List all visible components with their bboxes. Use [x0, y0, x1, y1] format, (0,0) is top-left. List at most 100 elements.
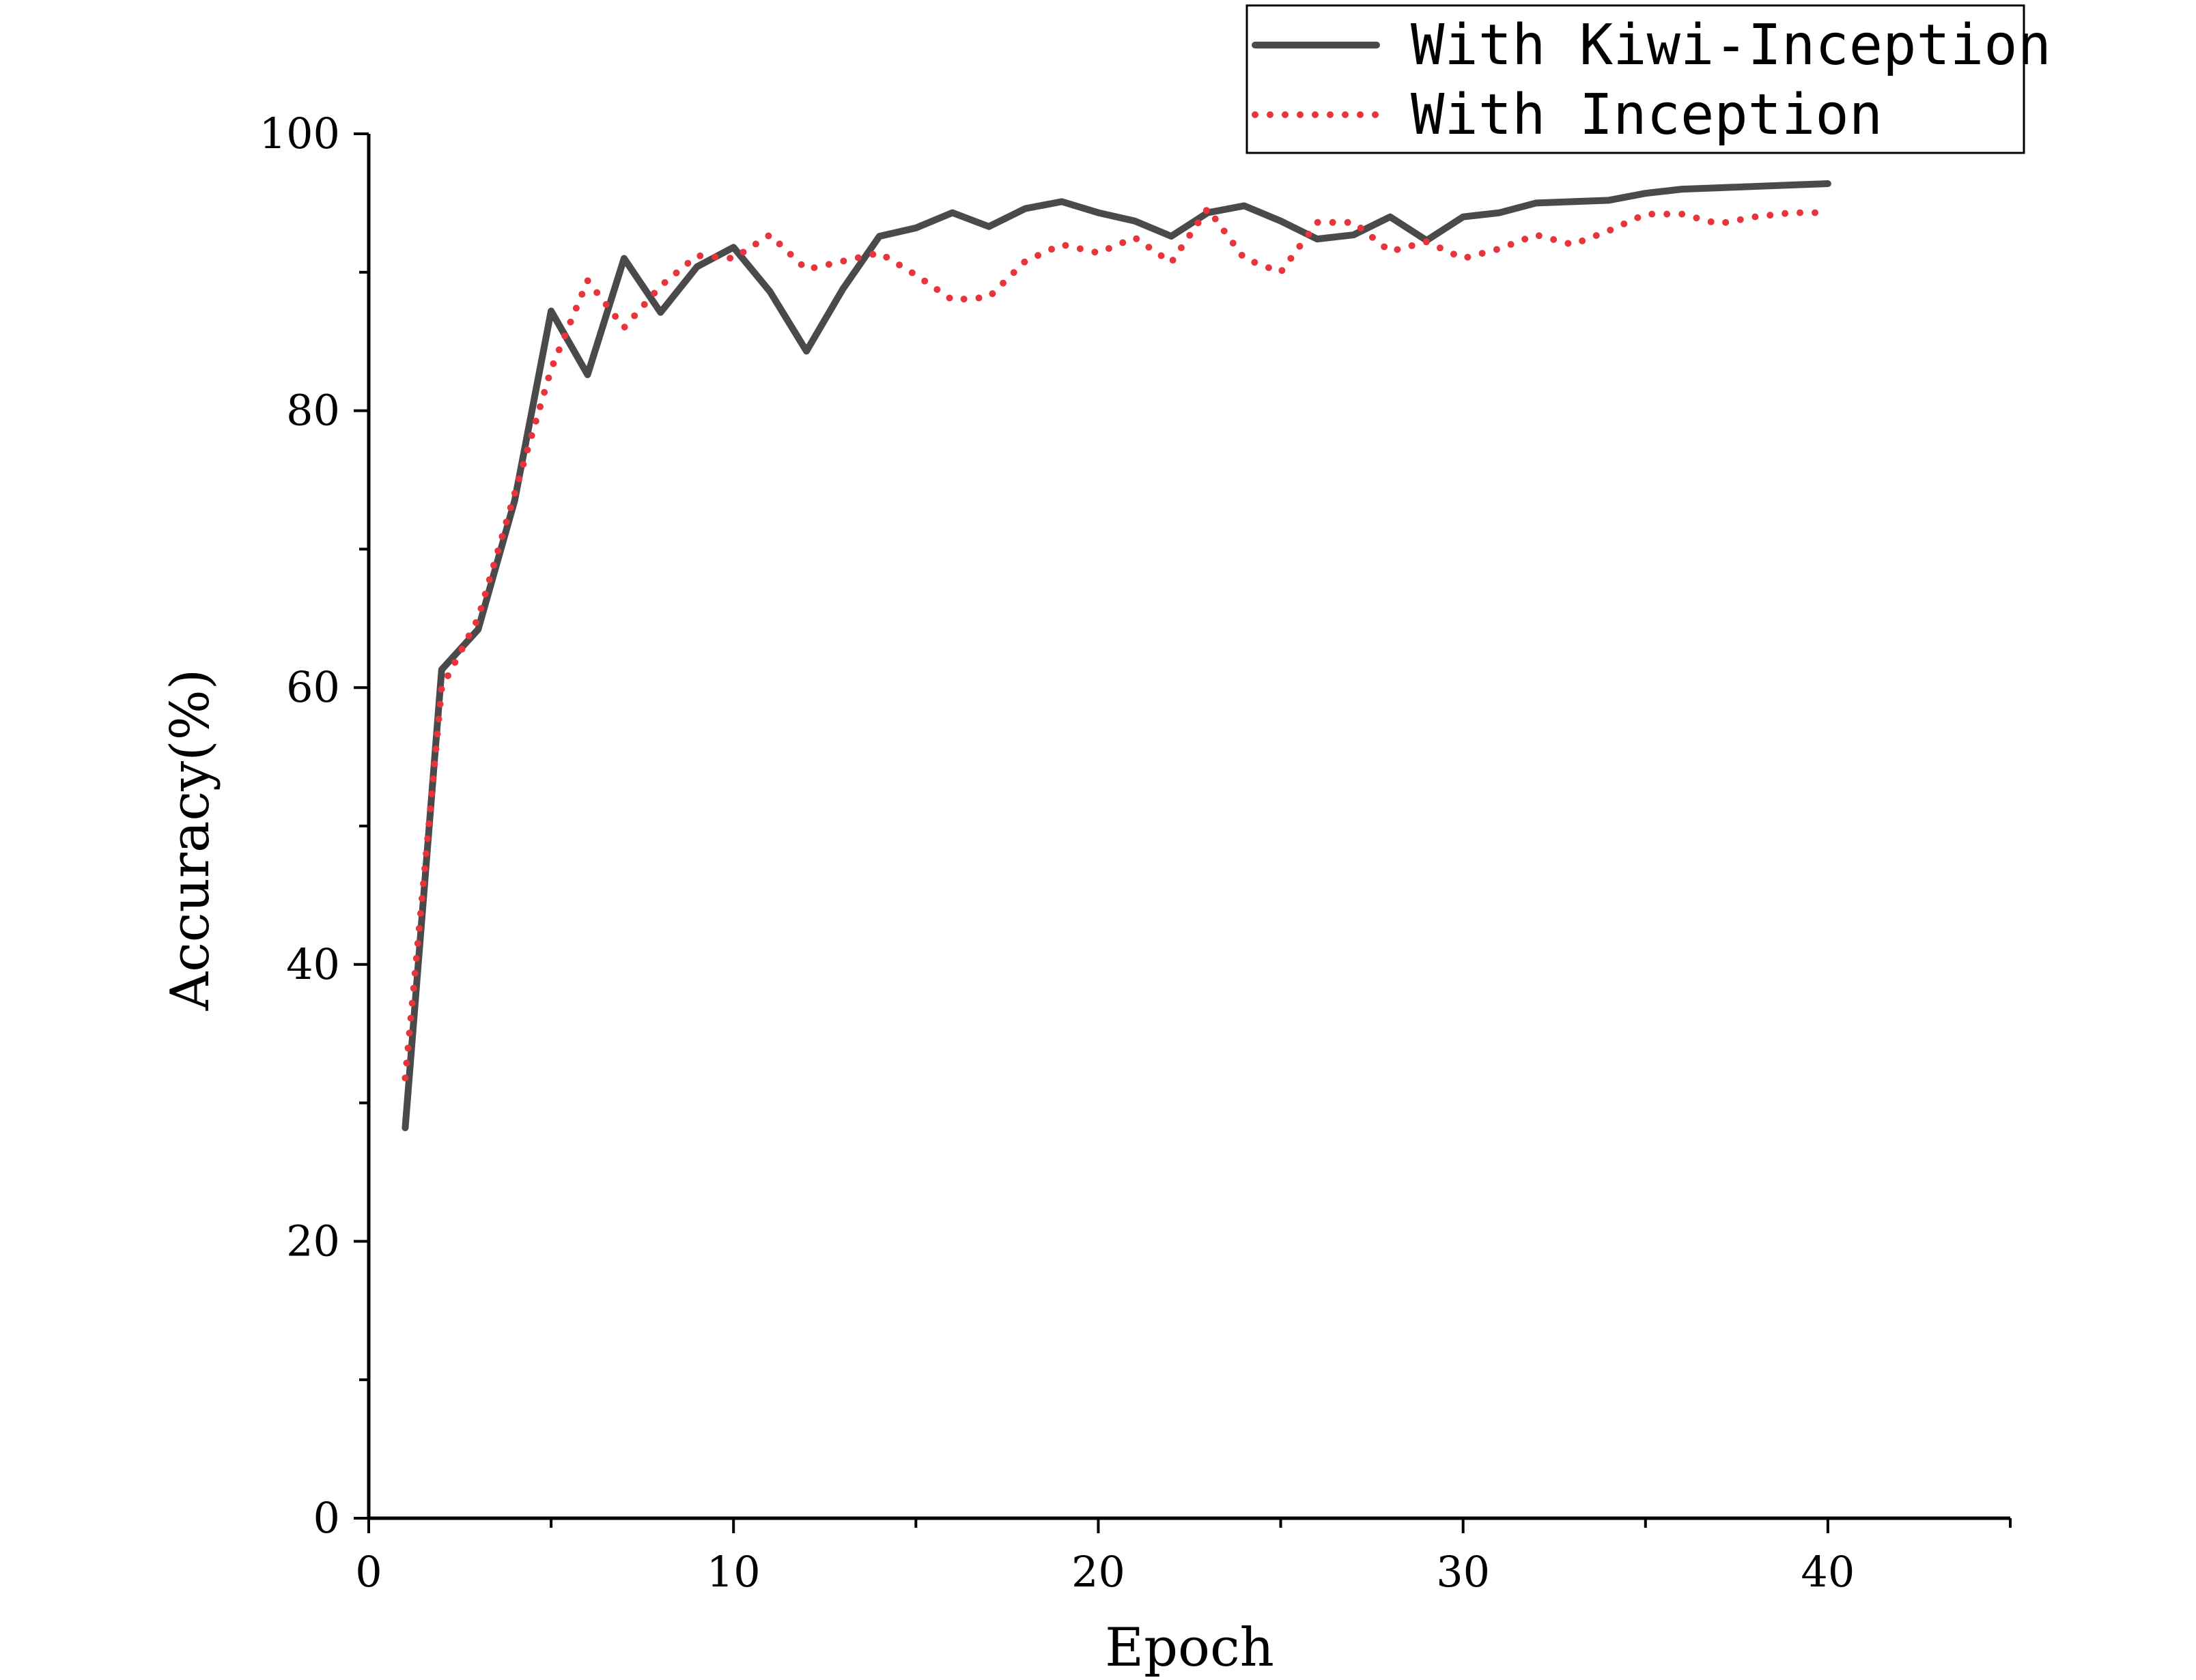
series-0-point	[1718, 187, 1719, 188]
series-1-point	[1645, 214, 1646, 215]
series-0-point	[550, 311, 552, 312]
series-1-point	[1572, 244, 1573, 245]
series-1-point	[623, 327, 625, 328]
axes: 0 10 20 30 40 0 20 40 60 80 100	[259, 109, 2012, 1597]
series-1-point	[1025, 261, 1026, 262]
series-layer	[402, 180, 1831, 1132]
series-1-point	[1390, 251, 1391, 252]
series-1-point	[1718, 223, 1719, 225]
series-1-point	[1608, 230, 1609, 231]
series-0-point	[1061, 201, 1062, 202]
series-0-point	[770, 291, 771, 292]
series-0-point	[696, 266, 698, 268]
series-1-point	[1681, 214, 1683, 215]
x-tick-label: 30	[1436, 1547, 1490, 1597]
series-1-point	[660, 285, 661, 287]
series-0-point	[404, 1127, 406, 1128]
series-0-point	[1536, 202, 1537, 203]
x-tick-label: 0	[355, 1547, 382, 1597]
series-0-point	[587, 374, 589, 375]
x-tick-label: 20	[1071, 1547, 1125, 1597]
series-0-point	[1243, 205, 1245, 206]
series-0-point	[1463, 216, 1464, 218]
series-line-1	[402, 205, 1831, 1082]
series-1-point	[441, 687, 442, 688]
series-0-point	[1790, 184, 1792, 186]
series-0-point	[1608, 199, 1609, 201]
y-tick-label: 0	[313, 1493, 340, 1543]
series-1-point	[1426, 241, 1427, 242]
series-0-point	[1572, 201, 1573, 202]
series-0-point	[477, 629, 479, 630]
series-0-point	[1499, 212, 1500, 214]
series-1-point	[842, 261, 843, 262]
legend-label-1: With Inception	[1411, 83, 1883, 147]
series-1-point	[879, 252, 880, 253]
legend-box	[1245, 4, 2025, 154]
series-1-point	[1827, 212, 1829, 214]
series-0-point	[806, 350, 807, 352]
series-0-point	[1317, 238, 1318, 240]
legend-label-0: With Kiwi-Inception	[1411, 13, 2051, 78]
series-0-point	[733, 246, 734, 248]
y-tick-label: 80	[286, 386, 340, 436]
y-tick-label: 20	[286, 1216, 340, 1266]
series-0-point	[915, 227, 916, 229]
x-axis-title: Epoch	[1105, 1617, 1274, 1679]
series-0-point	[514, 500, 516, 501]
series-1-point	[806, 269, 807, 270]
series-0-point	[441, 669, 442, 670]
series-1-point	[733, 258, 734, 259]
series-0-point	[1827, 183, 1829, 184]
series-1-point	[514, 493, 516, 494]
series-1-point	[404, 1077, 406, 1079]
series-1-point	[1317, 222, 1318, 223]
series-1-point	[550, 369, 552, 370]
series-1-point	[1097, 252, 1099, 253]
y-axis-title: Accuracy(%)	[160, 669, 221, 1011]
series-0-point	[1025, 208, 1026, 210]
series-1-point	[1499, 248, 1500, 249]
series-0-point	[1390, 216, 1391, 218]
series-1-point	[915, 274, 916, 276]
series-0-point	[1754, 186, 1756, 187]
series-1-point	[587, 280, 589, 281]
series-line-0	[402, 180, 1831, 1132]
axis-titles: Epoch Accuracy(%)	[160, 669, 1274, 1679]
x-tick-label: 10	[707, 1547, 761, 1597]
series-0-point	[660, 312, 661, 313]
series-1-point	[477, 618, 479, 619]
series-0-point	[842, 288, 843, 289]
y-tick-label: 100	[259, 109, 340, 158]
series-0-point	[1097, 212, 1099, 214]
series-1-point	[952, 299, 953, 300]
series-1-point	[1463, 258, 1464, 259]
series-0-point	[988, 226, 989, 227]
series-0-point	[1170, 236, 1172, 237]
y-tick-label: 40	[286, 939, 340, 989]
series-1-point	[1536, 234, 1537, 236]
series-1-point	[1207, 208, 1209, 210]
series-0-point	[1353, 234, 1354, 236]
series-0-point	[1280, 220, 1282, 222]
x-tick-label: 40	[1801, 1547, 1855, 1597]
series-0-point	[1645, 193, 1646, 194]
series-1-point	[1061, 244, 1062, 245]
series-1-point	[988, 296, 989, 298]
series-0-point	[952, 212, 953, 214]
series-0-point	[623, 258, 625, 259]
series-0-point	[1681, 188, 1683, 190]
series-1-point	[770, 234, 771, 236]
series-0-point	[879, 236, 880, 237]
series-1-point	[1754, 216, 1756, 218]
series-1-point	[1170, 262, 1172, 264]
series-1-point	[1353, 222, 1354, 223]
series-1-point	[1134, 237, 1136, 238]
series-0-point	[1134, 220, 1136, 222]
series-1-point	[1243, 258, 1245, 259]
series-1-point	[696, 255, 698, 256]
y-tick-label: 60	[286, 662, 340, 712]
series-1-point	[1280, 272, 1282, 273]
